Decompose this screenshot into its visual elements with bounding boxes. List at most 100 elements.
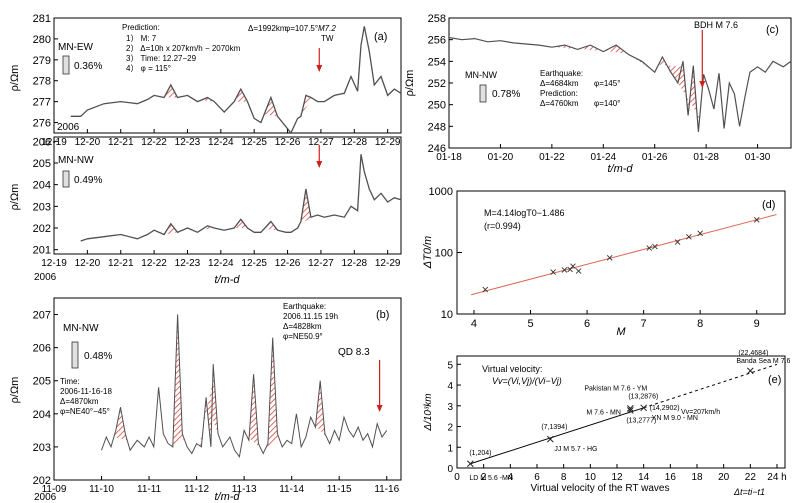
ytick-label: 207	[33, 310, 51, 322]
panel-d-r: (r=0.994)	[484, 221, 521, 231]
panel-a-label: (a)	[374, 31, 387, 43]
data-point	[561, 267, 568, 273]
ytick-label: 246	[428, 143, 446, 155]
xtick-label: 12-23	[175, 258, 201, 269]
ytick-label: 250	[428, 100, 446, 112]
panel-b-eq-time: 2006.11.15 19h	[283, 312, 338, 321]
panel-d: 10 100 1000 4 5 6 7 8 9 ΔT0/m M M=4.14logT0−1.4…	[422, 186, 786, 338]
point-label: JJ M 5.7 - HG	[554, 446, 597, 453]
panel-b-time-phi: φ=NE40°−45°	[60, 407, 110, 416]
panel-b-xlabel: t/m-d	[214, 491, 240, 503]
data-point	[546, 435, 554, 443]
panel-c-channel: MN-NW	[465, 70, 497, 80]
panel-b-time-title: Time:	[60, 377, 80, 386]
panel-a-xlabel: t/m-d	[214, 274, 240, 286]
data-point	[626, 404, 634, 412]
prediction-line-3: 3） Time: 12.27−29	[126, 54, 197, 63]
xtick-label: 12-29	[375, 258, 401, 269]
panel-a-ew-ylabel: ρ/Ωm	[9, 65, 21, 92]
ytick-label: 252	[428, 78, 446, 90]
panel-a-nw-ylabel: ρ/Ωm	[9, 184, 21, 211]
ytick-label: 280	[33, 34, 51, 46]
xtick-label: 12-26	[275, 258, 301, 269]
xtick-label: 01-20	[488, 152, 514, 163]
ytick-label: 4	[447, 381, 453, 392]
xtick-label: 01-30	[745, 152, 771, 163]
xtick-label: 16	[665, 472, 677, 483]
xtick-label: 6	[534, 472, 540, 483]
ytick-label: 5	[447, 360, 453, 371]
xtick-label: 01-28	[693, 152, 719, 163]
xtick-label: 12-26	[275, 137, 301, 148]
data-point	[697, 230, 703, 237]
panel-b-year: 2006	[34, 492, 57, 503]
panel-e-xlabel: Virtual velocity of the RT waves	[531, 483, 670, 494]
xtick-label: 11-09	[42, 484, 67, 495]
xtick-label: 22	[745, 472, 757, 483]
point-label: Pakistan M 7.6 - YM	[584, 385, 647, 392]
panel-a-nw-anomaly-hatch	[164, 189, 313, 235]
panel-e-xticks: 0 2 4 6 8 10 12 14 16 18 20 22 24 h	[454, 464, 787, 483]
panel-a-ew-anomaly-hatch	[164, 84, 313, 118]
ytick-label: 205	[33, 376, 51, 388]
point-coord: (1,204)	[469, 450, 491, 457]
panel-a-ew-scale-pct: 0.36%	[74, 61, 102, 72]
ytick-label: 277	[33, 97, 51, 109]
panel-a-event: M7.2	[318, 24, 336, 33]
panel-e-yticks: 0 1 2 3 4 5	[447, 360, 461, 475]
panel-d-ylabel: ΔT0/m	[422, 236, 434, 269]
panel-a-nw-scale-bar	[62, 170, 70, 188]
prediction-line-4: 4） φ = 115°	[126, 64, 171, 73]
xtick-label: 11-10	[89, 484, 114, 495]
panel-e: (1,204) LD M 5.6 -MN (7,1394) JJ M 5.7 - HG…	[423, 350, 791, 497]
point-label: Banda Sea M 7.6	[736, 358, 790, 365]
panel-a-ew-xticks: 12-19 12-20 12-21 12-22 12-23 12-24 12-25 12-26…	[41, 129, 401, 148]
panel-b-scale-bar	[71, 341, 79, 369]
point-coord: (13,2876)	[628, 393, 658, 400]
panel-b-time-range: 2006-11-16-18	[60, 387, 112, 396]
xtick-label: 8	[561, 472, 567, 483]
ytick-label: 206	[33, 343, 51, 355]
panel-a-nw-frame	[53, 136, 402, 255]
ytick-label: 278	[33, 76, 51, 88]
ytick-label: 1000	[429, 186, 453, 198]
panel-a-nw-channel: MN-NW	[58, 155, 94, 166]
panel-d-fit-line	[471, 214, 777, 296]
ytick-label: 2	[447, 423, 453, 434]
data-point	[674, 239, 681, 245]
data-point	[652, 243, 658, 250]
xtick-label: 11-12	[184, 484, 209, 495]
ytick-label: 201	[33, 245, 51, 257]
xtick-label: 11-14	[279, 484, 304, 495]
panel-c-eq-title: Earthquake:	[540, 69, 583, 78]
data-point	[482, 286, 489, 293]
panel-e-ylabel: Δ/10³km	[423, 393, 434, 431]
panel-a-nw-yticks: 201 202 203 204 205 206	[33, 136, 58, 257]
ytick-label: 3	[447, 402, 453, 413]
xtick-label: 11-13	[232, 484, 257, 495]
ytick-label: 100	[435, 248, 453, 260]
panel-c-eq-delta: Δ=4684km	[540, 79, 579, 88]
data-point	[686, 233, 692, 240]
xtick-label: 12-28	[341, 258, 367, 269]
data-point	[550, 269, 556, 275]
xtick-label: 12-25	[241, 137, 267, 148]
xtick-label: 10	[585, 472, 597, 483]
xtick-label: 01-22	[539, 152, 565, 163]
ytick-label: 1	[447, 443, 453, 454]
ytick-label: 206	[33, 136, 51, 148]
panel-e-formula-title: Virtual velocity:	[482, 364, 542, 374]
ytick-label: 202	[33, 223, 51, 235]
panel-a-ew-frame	[53, 17, 402, 134]
data-point	[570, 263, 576, 269]
panel-b-anomaly-hatch	[113, 314, 327, 448]
panel-b-ylabel: ρ/Ωm	[9, 377, 21, 404]
data-point	[575, 268, 582, 274]
xtick-label: 12-20	[75, 137, 101, 148]
ytick-label: 204	[33, 180, 51, 192]
panel-a-ew-series-line	[70, 26, 402, 135]
panel-a-ew-yticks: 276 277 278 279 280 281	[33, 13, 58, 130]
xtick-label: 4	[508, 472, 514, 483]
